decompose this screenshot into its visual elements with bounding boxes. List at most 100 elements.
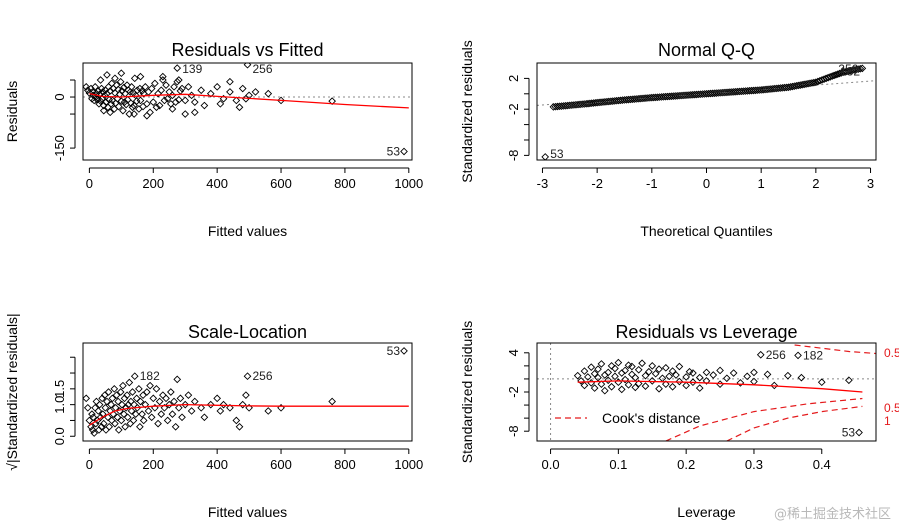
data-point <box>648 362 657 370</box>
data-point <box>573 371 582 380</box>
data-point <box>607 362 616 370</box>
data-point <box>127 407 136 415</box>
data-point <box>232 96 241 105</box>
smoother-line <box>89 403 409 426</box>
data-point <box>695 373 704 382</box>
data-point <box>168 410 177 418</box>
data-point <box>603 97 611 106</box>
point-label: 53 <box>550 147 564 161</box>
data-point <box>590 369 599 378</box>
data-point <box>162 81 170 89</box>
y-tick-label: -8 <box>506 425 521 437</box>
data-point <box>794 351 802 360</box>
data-point <box>120 410 128 418</box>
data-point <box>147 413 156 422</box>
data-point <box>143 388 151 396</box>
data-point <box>696 90 705 99</box>
y-axis-label: √|Standardized residuals| <box>4 313 20 470</box>
data-point <box>854 65 863 73</box>
data-point <box>83 403 92 412</box>
data-point <box>776 84 785 92</box>
data-point <box>107 400 115 409</box>
data-point <box>128 388 137 396</box>
data-point <box>107 416 116 425</box>
data-point <box>601 98 609 106</box>
data-point <box>157 410 166 418</box>
data-point <box>689 369 697 377</box>
data-point <box>197 86 206 95</box>
data-point <box>206 400 215 409</box>
cooks-contour-label: 0.5 <box>884 346 899 360</box>
y-tick-label: -2 <box>506 103 521 115</box>
data-point <box>139 102 147 111</box>
data-point <box>845 376 853 385</box>
plot-area <box>83 347 409 437</box>
data-point <box>232 416 241 425</box>
data-point <box>755 86 764 94</box>
data-point <box>835 69 844 78</box>
data-point <box>101 403 110 412</box>
x-axis-label: Fitted values <box>208 504 287 520</box>
data-point <box>173 77 182 86</box>
data-point <box>642 94 650 102</box>
data-point <box>127 82 136 91</box>
data-point <box>614 378 623 387</box>
data-point <box>769 84 777 93</box>
data-point <box>644 94 652 102</box>
data-point <box>818 76 826 84</box>
data-point <box>706 89 715 98</box>
data-point <box>661 363 670 372</box>
data-point <box>226 88 234 96</box>
data-point <box>187 407 196 415</box>
data-point <box>163 416 172 425</box>
data-point <box>722 88 730 97</box>
data-point <box>328 397 336 406</box>
data-point <box>631 383 640 392</box>
data-point <box>96 97 105 105</box>
data-point <box>226 403 234 412</box>
data-point <box>852 65 861 74</box>
data-point <box>604 368 613 377</box>
data-point <box>238 400 247 409</box>
data-point <box>146 381 154 390</box>
data-point <box>608 97 617 105</box>
data-point <box>611 372 619 381</box>
data-point <box>610 97 619 105</box>
data-point <box>95 426 103 434</box>
data-point <box>832 70 840 79</box>
data-point <box>816 76 824 85</box>
data-point <box>646 93 654 102</box>
data-point <box>597 380 606 388</box>
y-tick-label: -150 <box>52 135 67 161</box>
x-tick-label: 0.1 <box>609 457 627 472</box>
data-point <box>848 66 857 75</box>
point-label: 256 <box>253 369 273 383</box>
x-tick-label: 1000 <box>394 457 423 472</box>
smoother-line <box>577 380 863 393</box>
cooks-distance-curve <box>665 397 863 441</box>
data-point <box>141 400 150 409</box>
data-point <box>655 365 663 373</box>
data-point <box>264 407 273 415</box>
data-point <box>200 101 209 110</box>
plot-area <box>537 343 876 441</box>
data-point <box>106 108 114 117</box>
data-point <box>541 153 550 160</box>
data-point <box>143 100 151 108</box>
data-point <box>132 97 141 105</box>
data-point <box>155 397 164 406</box>
data-point <box>858 64 867 73</box>
data-point <box>130 110 138 118</box>
data-point <box>114 426 123 434</box>
data-point <box>624 95 633 104</box>
data-point <box>645 367 653 376</box>
point-label: 256 <box>766 348 786 362</box>
data-point <box>709 371 718 379</box>
data-point <box>612 96 621 105</box>
data-point <box>647 93 656 102</box>
data-point <box>655 384 663 393</box>
x-tick-label: 0.3 <box>745 457 763 472</box>
plot-panel-1: 139 256 53 0 200 400 600 800 1000 -150 0 Residuals … <box>4 40 423 239</box>
data-point <box>120 394 129 403</box>
